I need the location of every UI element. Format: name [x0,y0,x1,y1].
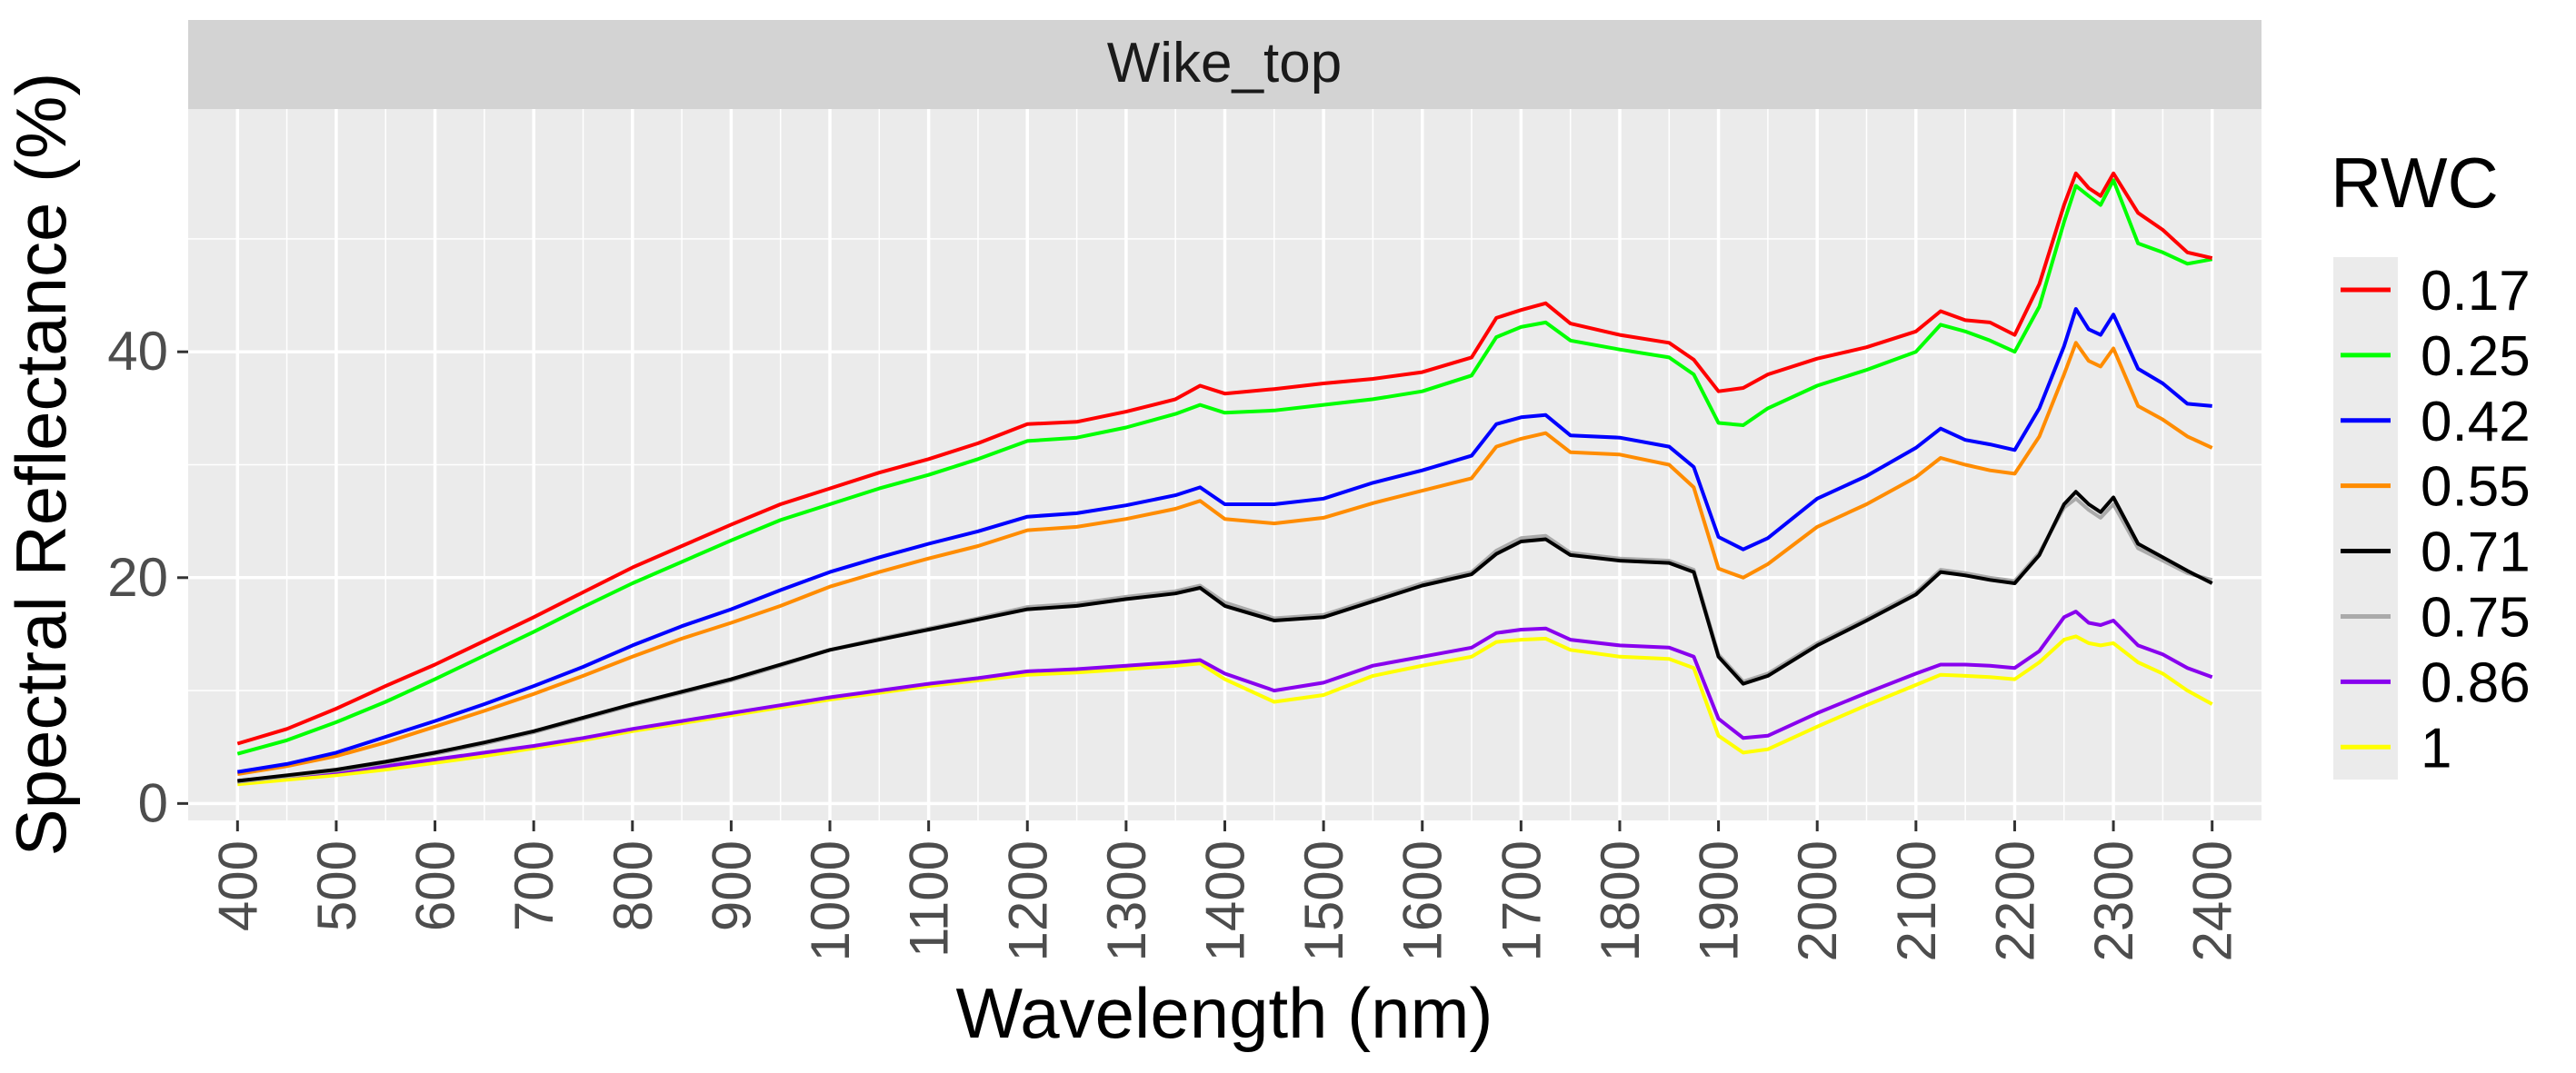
legend-label: 0.75 [2421,586,2531,649]
x-tick-label: 1100 [899,840,960,958]
x-tick-label: 1200 [997,840,1058,961]
y-tick-label: 20 [107,547,168,608]
legend-label: 0.55 [2421,456,2531,519]
x-tick-label: 1500 [1293,840,1354,961]
legend-label: 0.17 [2421,260,2531,323]
grid-major [188,109,2261,820]
series-line-0.17 [236,171,2213,746]
x-tick-label: 1300 [1096,840,1157,961]
y-axis-label: Spectral Reflectance (%) [1,73,81,857]
x-axis-label: Wavelength (nm) [956,973,1493,1053]
legend-title: RWC [2331,143,2499,223]
x-tick-label: 1800 [1590,840,1651,961]
x-tick-label: 2200 [1984,840,2045,961]
x-tick-label: 2400 [2182,840,2243,961]
legend-label: 0.71 [2421,522,2531,584]
x-tick-label: 800 [603,840,664,931]
x-tick-label: 1000 [800,840,861,961]
series-line-0.25 [236,178,2213,756]
legend-label: 0.86 [2421,651,2531,714]
x-tick-label: 2300 [2083,840,2144,961]
legend-label: 0.42 [2421,391,2531,453]
x-tick-label: 1600 [1393,840,1453,961]
x-tick-label: 1400 [1195,840,1256,961]
series-line-0.71 [237,490,2213,783]
x-tick-label: 900 [701,840,762,931]
legend-label: 1 [2421,717,2451,780]
legend-key-background [2333,257,2398,780]
x-tick-label: 1900 [1689,840,1750,961]
legend: RWC 0.170.250.420.550.710.750.861 [2331,143,2531,780]
x-tick-label: 500 [306,840,367,931]
x-tick-label: 1700 [1491,840,1552,961]
x-tick-label: 2000 [1787,840,1848,961]
series-line-0.55 [236,341,2213,776]
legend-label: 0.25 [2421,325,2531,388]
legend-items: 0.170.250.420.550.710.750.861 [2341,260,2531,780]
x-axis: 400 500 600 700 800 900 1000 1100 1200 1300 1400 15… [207,820,2243,961]
y-axis: 0 20 40 [107,321,188,833]
x-tick-label: 400 [207,840,268,931]
series-line-0.42 [236,307,2212,774]
facet-title: Wike_top [1107,32,1342,94]
series-lines [236,171,2213,787]
series-line-0.86 [237,610,2213,783]
facet-strip [188,20,2261,109]
x-tick-label: 2100 [1886,840,1947,961]
series-line-1 [237,634,2213,787]
x-tick-label: 600 [405,840,466,931]
x-tick-label: 700 [504,840,564,931]
y-tick-label: 0 [138,772,168,833]
y-tick-label: 40 [107,321,168,382]
